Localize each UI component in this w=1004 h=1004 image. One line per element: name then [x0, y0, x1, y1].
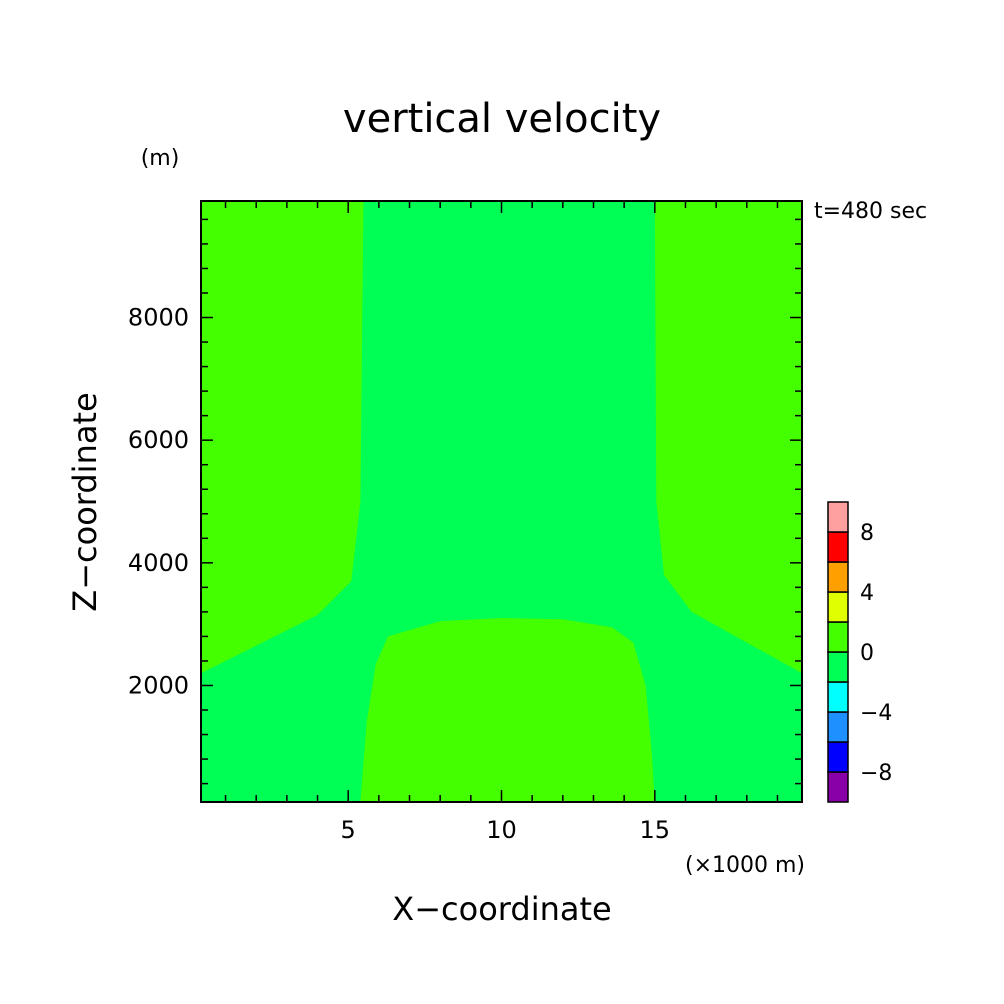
colorbar-label: −4	[860, 701, 892, 726]
colorbar-label: 0	[860, 641, 874, 666]
time-label: t=480 sec	[814, 199, 927, 224]
colorbar-label: 4	[860, 581, 874, 606]
x-axis-label: X−coordinate	[392, 890, 611, 928]
colorbar-swatch	[827, 771, 849, 803]
y-unit-label: (m)	[141, 146, 180, 171]
contour-region-3	[360, 618, 655, 802]
y-tick-label: 6000	[128, 426, 189, 454]
colorbar-swatch	[827, 711, 849, 743]
contour-region-1	[201, 201, 364, 674]
colorbar-swatch	[827, 501, 849, 533]
y-tick-label: 2000	[128, 671, 189, 699]
colorbar-label: 8	[860, 521, 874, 546]
contour-region-2	[654, 201, 802, 674]
chart-title: vertical velocity	[343, 96, 661, 142]
plot-area: 5 10 15 2000 4000 6000 8000	[128, 200, 803, 844]
colorbar-swatch	[827, 681, 849, 713]
y-tick-label: 8000	[128, 304, 189, 332]
colorbar-label: −8	[860, 761, 892, 786]
colorbar-swatch	[827, 531, 849, 563]
y-axis-label: Z−coordinate	[66, 392, 104, 611]
colorbar-swatch	[827, 561, 849, 593]
y-tick-label: 4000	[128, 549, 189, 577]
colorbar-swatch	[827, 621, 849, 653]
colorbar-swatch	[827, 741, 849, 773]
colorbar-swatch	[827, 651, 849, 683]
x-tick-label: 10	[486, 816, 517, 844]
colorbar-swatch	[827, 591, 849, 623]
x-tick-label: 5	[341, 816, 356, 844]
x-unit-label: (×1000 m)	[685, 853, 805, 878]
colorbar: −8 −4 0 4 8	[827, 501, 892, 803]
x-tick-label: 15	[640, 816, 671, 844]
